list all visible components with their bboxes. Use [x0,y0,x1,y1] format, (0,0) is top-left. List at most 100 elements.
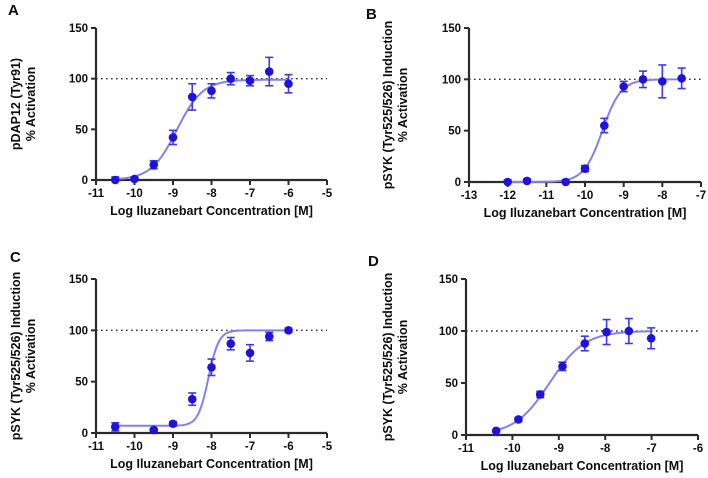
y-axis-title-line: % Activation [24,67,38,142]
x-tick-label: -7 [696,190,706,202]
y-axis-title-line: % Activation [24,319,38,394]
data-point [491,426,501,436]
data-point [168,419,178,429]
y-axis-title-line: % Activation [396,320,410,395]
x-axis-title: Log Iluzanebart Concentration [M] [484,206,687,220]
data-point [619,82,628,91]
data-point [561,177,570,187]
dose-response-chart-d: -11 -10 -9 -8 -7 -6 0 50 100 150 Log Iluzanebart C… [381,273,703,473]
panel-b: B -13 -12 -11 -10 -9 -8 -7 0 50 100 150 Log Iluzane… [354,0,708,239]
data-point [245,76,255,85]
data-point [207,86,216,96]
data-point [535,390,545,399]
y-tick-label: 150 [69,274,88,286]
y-tick-label: 50 [445,378,458,390]
y-tick-label: 0 [82,428,88,440]
data-point [284,79,293,89]
x-tick-label: -11 [88,441,105,453]
panel-letter-c: C [10,249,21,266]
data-point [168,133,178,142]
dose-response-chart-a: -11 -10 -9 -8 -7 -6 -5 0 50 100 150 Log Iluzanebart… [9,23,333,218]
x-tick-label: -9 [619,190,629,202]
panel-d: D -11 -10 -9 -8 -7 -6 0 50 100 150 Log Iluzanebart… [354,239,708,478]
x-tick-label: -10 [504,443,521,455]
y-axis-title-line: pDAP12 (Tyr91) [9,58,23,150]
y-tick-label: 50 [75,124,88,136]
data-point [187,92,197,102]
y-axis-title-line: pSYK (Tyr525/526) Induction [9,272,23,441]
y-tick-label: 100 [69,325,88,337]
data-point [226,74,236,83]
x-tick-label: -13 [461,190,478,202]
x-tick-label: -10 [577,190,594,202]
x-tick-label: -8 [600,443,611,455]
y-tick-label: 100 [442,74,461,86]
y-axis-title-line: pSYK (Tyr525/526) Induction [381,273,395,442]
data-point [658,77,667,86]
y-tick-label: 50 [448,126,461,138]
x-tick-label: -9 [168,441,178,453]
y-tick-label: 0 [452,430,458,442]
x-tick-label: -7 [245,188,255,200]
data-point [602,327,611,337]
data-point [110,422,120,432]
data-point [110,175,120,185]
fit-curve [114,78,290,181]
x-tick-label: -8 [206,441,217,453]
dose-response-chart-b: -13 -12 -11 -10 -9 -8 -7 0 50 100 150 Log Iluzaneba… [381,21,706,220]
panel-letter-d: D [368,253,379,270]
data-point [677,74,686,83]
panel-a: A -11 -10 -9 -8 -7 -6 -5 0 50 100 150 Log Iluzaneba… [0,0,354,239]
y-axis-title-line: % Activation [396,68,410,143]
y-tick-label: 0 [455,177,461,189]
data-point [646,333,656,343]
y-tick-label: 150 [69,23,88,35]
data-point [558,362,567,371]
x-axis-title: Log Iluzanebart Concentration [M] [110,204,313,218]
y-tick-label: 150 [442,23,461,35]
data-point [284,326,293,335]
data-point [149,160,159,170]
data-point [503,177,512,187]
data-point [600,121,609,130]
data-point [264,332,274,341]
data-point [264,67,274,76]
x-axis-title: Log Iluzanebart Concentration [M] [110,457,313,471]
data-point [245,348,255,358]
panel-letter-b: B [366,6,377,23]
x-tick-label: -11 [538,190,555,202]
x-tick-label: -10 [126,441,143,453]
x-tick-label: -12 [499,190,516,202]
data-point [226,339,236,348]
x-axis-title: Log Iluzanebart Concentration [M] [481,459,684,473]
data-point [514,415,523,424]
panel-c: C -11 -10 -9 -8 -7 -6 -5 0 50 100 150 Log Iluzaneba… [0,239,354,478]
data-point [580,339,590,348]
x-tick-label: -5 [322,441,333,453]
fit-curve [114,329,290,427]
fit-curve [506,78,683,183]
y-axis-title-line: pSYK (Tyr525/526) Induction [381,21,395,190]
data-point [187,394,197,404]
data-point [638,75,648,84]
x-tick-label: -7 [245,441,255,453]
x-tick-label: -8 [657,190,668,202]
x-tick-label: -6 [283,188,293,200]
x-tick-label: -5 [322,188,333,200]
dose-response-chart-c: -11 -10 -9 -8 -7 -6 -5 0 50 100 150 Log Iluzanebart… [9,272,333,471]
x-tick-label: -9 [168,188,178,200]
y-tick-label: 100 [439,326,458,338]
data-point [580,164,590,173]
x-tick-label: -11 [88,188,105,200]
y-tick-label: 0 [82,175,88,187]
data-point [624,326,634,336]
data-point [207,362,216,372]
data-point [149,425,159,435]
x-tick-label: -8 [206,188,217,200]
y-tick-label: 150 [439,274,458,286]
x-tick-label: -11 [458,443,475,455]
x-tick-label: -9 [554,443,564,455]
x-tick-label: -6 [693,443,703,455]
data-point [130,174,139,184]
